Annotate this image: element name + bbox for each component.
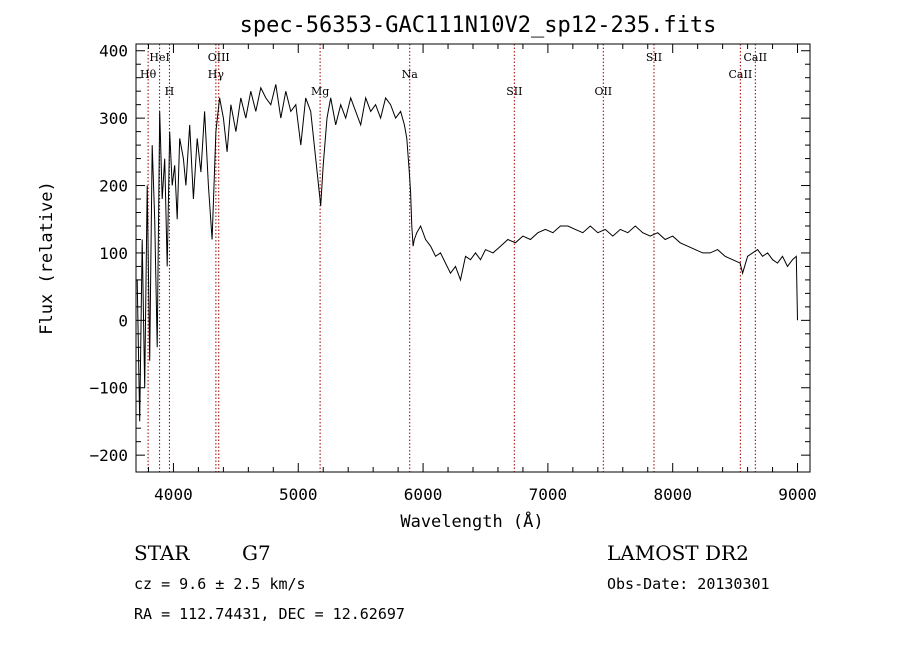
y-tick-label: 200 — [99, 177, 128, 196]
info-panel: STAR G7 cz = 9.6 ± 2.5 km/s RA = 112.744… — [134, 541, 770, 623]
spectrum-line — [136, 84, 798, 422]
object-subclass: G7 — [242, 541, 271, 565]
spectral-line-label: OIII — [208, 51, 230, 64]
spectral-line-label: Hγ — [208, 68, 225, 81]
spectral-line-label: OII — [594, 85, 612, 98]
x-tick-label: 6000 — [404, 485, 443, 504]
y-tick-label: 300 — [99, 109, 128, 128]
object-class: STAR — [134, 541, 190, 565]
x-tick-label: 7000 — [529, 485, 568, 504]
plot-frame — [135, 43, 811, 473]
spectral-line-label: H — [165, 85, 175, 98]
obs-date-text: Obs-Date: 20130301 — [607, 575, 770, 593]
coordinates-text: RA = 112.74431, DEC = 12.62697 — [134, 605, 405, 623]
y-axis-label: Flux (relative) — [37, 181, 57, 335]
spectral-line-label: Na — [402, 68, 419, 81]
spectral-line-label: CaII — [743, 51, 767, 64]
y-tick-label: 100 — [99, 244, 128, 263]
x-tick-label: 9000 — [778, 485, 817, 504]
x-tick-label: 5000 — [279, 485, 318, 504]
x-axis: 4000 5000 6000 7000 8000 9000 — [147, 44, 817, 504]
spectral-line-label: SII — [506, 85, 522, 98]
spectral-line-label: Mg — [311, 85, 329, 98]
spectral-line-label: Hθ — [140, 68, 157, 81]
spectral-line-label: SII — [646, 51, 662, 64]
chart-title: spec-56353-GAC111N10V2_sp12-235.fits — [240, 13, 717, 38]
x-tick-label: 8000 — [653, 485, 692, 504]
line-markers: Hθ HeI H OIII Hγ Mg Na SII OII SII CaII CaII — [140, 44, 767, 472]
y-tick-label: −200 — [89, 446, 128, 465]
y-axis: −200 −100 0 100 200 300 400 — [89, 42, 810, 465]
y-tick-label: 400 — [99, 42, 128, 61]
x-axis-label: Wavelength (Å) — [400, 510, 543, 532]
x-tick-label: 4000 — [154, 485, 193, 504]
spectral-line-label: HeI — [149, 51, 169, 64]
survey-label: LAMOST DR2 — [607, 541, 749, 565]
y-tick-label: −100 — [89, 379, 128, 398]
y-tick-label: 0 — [118, 311, 128, 330]
redshift-text: cz = 9.6 ± 2.5 km/s — [134, 575, 306, 593]
spectral-line-label: CaII — [729, 68, 753, 81]
